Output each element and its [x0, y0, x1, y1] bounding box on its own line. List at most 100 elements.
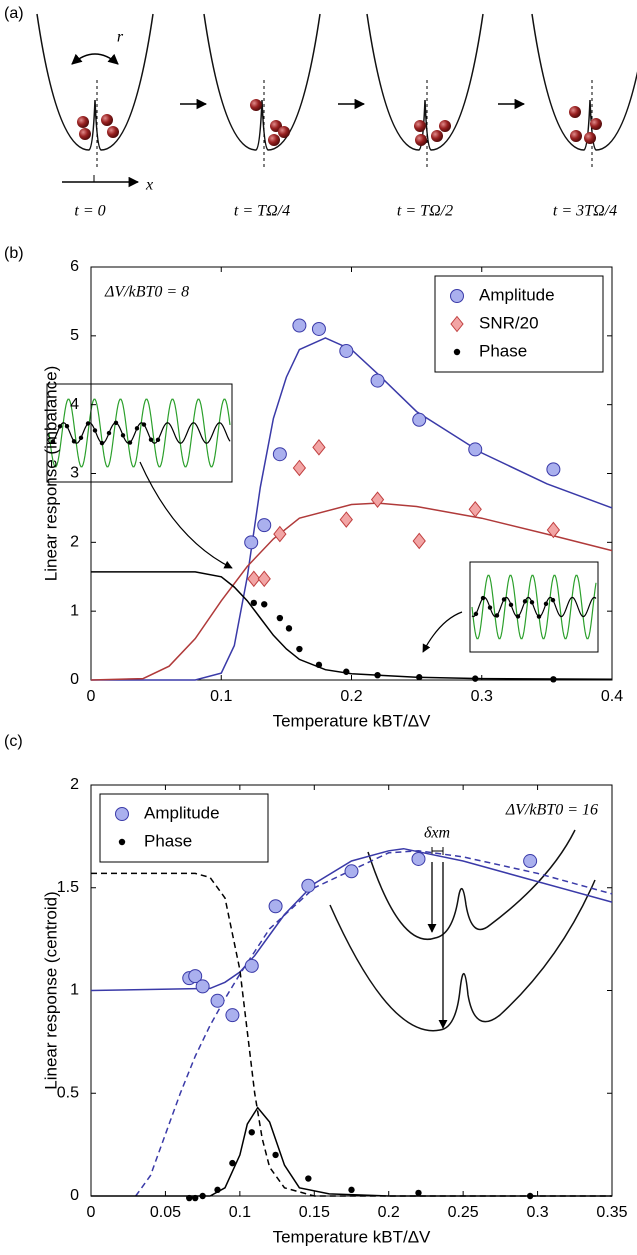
x-tick-label: 0.15	[299, 1204, 330, 1221]
time-label: t = 3TΩ/4	[553, 203, 617, 220]
x-tick-label: 0.25	[448, 1204, 479, 1221]
y-tick-label: 4	[70, 396, 79, 413]
atom	[278, 126, 290, 138]
data-point	[305, 1175, 312, 1182]
fit-curve	[91, 1106, 612, 1197]
x-tick-label: 0.05	[150, 1204, 181, 1221]
response-dot	[92, 428, 98, 433]
data-point	[415, 1189, 422, 1197]
data-point	[546, 462, 561, 477]
potential-well	[531, 13, 637, 151]
atom	[431, 130, 443, 142]
r-label: r	[117, 29, 124, 46]
legend-marker	[450, 315, 464, 333]
data-point	[257, 570, 271, 588]
data-point	[468, 500, 482, 518]
time-label: t = 0	[74, 203, 105, 220]
inset	[46, 383, 599, 653]
legend-label: SNR/20	[479, 313, 539, 332]
atom	[584, 132, 596, 144]
legend-label: Phase	[479, 341, 527, 360]
panel-a: (a) r x t = 0 t = TΩ/4 t = TΩ/2 t = 3TΩ/…	[4, 5, 637, 220]
atom	[414, 120, 426, 132]
x-tick-label: 0.2	[378, 1204, 400, 1221]
x-tick-label: 0	[87, 1204, 96, 1221]
atom	[250, 99, 262, 111]
annotation: ΔV/kBT0 = 8	[104, 284, 189, 301]
atom	[268, 134, 280, 146]
y-tick-label: 1	[70, 982, 79, 999]
data-point	[244, 535, 259, 550]
potential-well	[366, 13, 484, 151]
pointer-arrow	[422, 611, 463, 653]
fit-curve	[91, 571, 613, 681]
data-point	[343, 668, 350, 675]
data-point	[312, 439, 326, 456]
response-wave	[471, 596, 597, 618]
legend-label: Amplitude	[144, 803, 220, 822]
data-point	[339, 511, 353, 528]
fit-curve	[91, 337, 613, 681]
response-dot	[529, 600, 535, 605]
data-point	[210, 993, 225, 1008]
response-dot	[99, 440, 105, 446]
legend-marker	[450, 289, 464, 303]
data-point	[339, 343, 354, 358]
y-axis-label: Linear response (centroid)	[41, 891, 60, 1089]
response-dot	[50, 439, 56, 444]
y-tick-label: 0	[70, 1187, 79, 1204]
y-tick-label: 2	[70, 534, 79, 551]
response-dot	[494, 613, 500, 618]
data-point	[276, 614, 284, 622]
response-dot	[57, 424, 63, 429]
response-dot	[141, 422, 147, 427]
data-point	[292, 459, 307, 477]
data-point	[285, 625, 293, 632]
potential-well	[203, 13, 321, 151]
data-point	[526, 1192, 534, 1200]
atom	[439, 120, 451, 132]
data-point	[412, 532, 426, 550]
response-dot	[487, 605, 493, 610]
annotation: ΔV/kBT0 = 16	[505, 802, 598, 819]
response-dot	[78, 435, 84, 441]
legend-marker	[115, 807, 129, 821]
atom	[590, 118, 602, 130]
response-dot	[120, 433, 126, 438]
atom	[570, 130, 582, 142]
response-dot	[480, 595, 486, 601]
x-tick-label: 0.35	[596, 1204, 627, 1221]
x-tick-label: 0.1	[210, 688, 232, 705]
y-tick-label: 6	[70, 258, 79, 275]
x-tick-label: 0.3	[471, 688, 493, 705]
data-point	[272, 1151, 279, 1159]
legend-marker	[453, 348, 461, 356]
y-tick-label: 3	[70, 465, 79, 482]
data-point	[416, 674, 423, 681]
potential-well	[36, 13, 154, 151]
legend-label: Phase	[144, 831, 192, 850]
data-point	[247, 570, 261, 588]
fit-curve	[90, 847, 613, 992]
response-dot	[113, 420, 119, 426]
inset-label: δxm	[424, 825, 450, 842]
fit-curve	[90, 502, 613, 681]
y-tick-label: 2	[70, 776, 79, 793]
data-point	[550, 676, 557, 683]
x-tick-label: 0.1	[229, 1204, 251, 1221]
atom	[415, 134, 427, 146]
pointer-arrow	[139, 461, 233, 569]
x-tick-label: 0.2	[340, 688, 362, 705]
atom	[101, 114, 113, 126]
data-point	[272, 447, 287, 462]
response-dot	[155, 437, 161, 443]
data-point	[250, 599, 258, 607]
response-dot	[515, 614, 521, 619]
data-point	[370, 491, 385, 508]
data-point	[199, 1192, 206, 1200]
data-point	[186, 1194, 193, 1202]
data-point	[370, 373, 385, 388]
data-point	[301, 878, 316, 893]
data-point	[374, 671, 381, 679]
data-point	[192, 1194, 199, 1202]
